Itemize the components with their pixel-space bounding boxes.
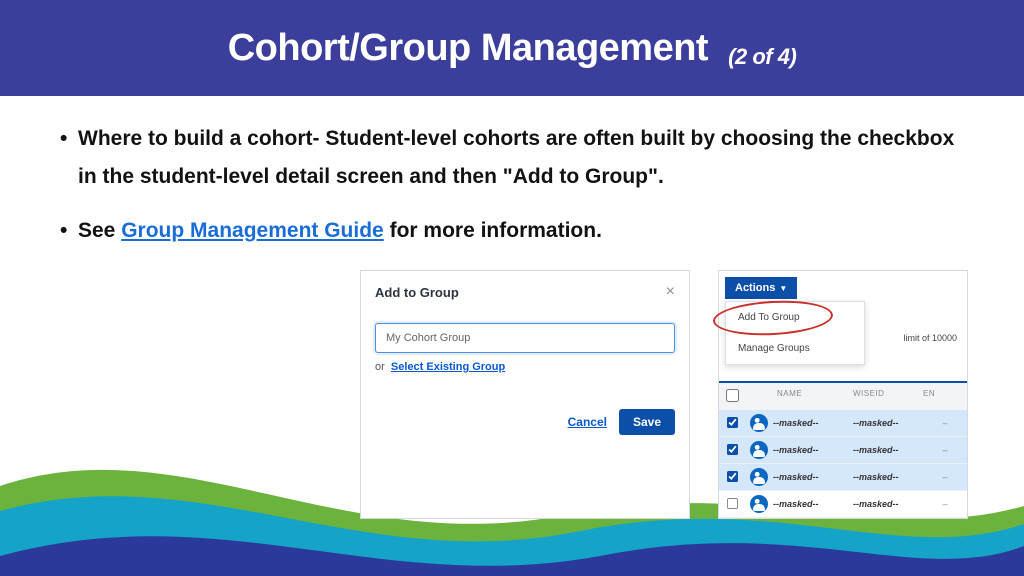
actions-button[interactable]: Actions ▼ <box>725 277 797 299</box>
bullet-2-suffix: for more information. <box>390 219 602 242</box>
table-row: --masked----masked--– <box>719 410 967 437</box>
or-text: or <box>375 361 385 373</box>
row-checkbox[interactable] <box>726 443 737 454</box>
slide-body: Where to build a cohort- Student-level c… <box>0 96 1024 249</box>
cell-name: --masked-- <box>773 499 853 509</box>
cancel-button[interactable]: Cancel <box>568 415 607 429</box>
bullet-1: Where to build a cohort- Student-level c… <box>60 120 964 196</box>
chevron-down-icon: ▼ <box>779 284 787 293</box>
group-name-input[interactable] <box>375 323 675 353</box>
cell-wiseid: --masked-- <box>853 499 923 509</box>
save-button[interactable]: Save <box>619 409 675 435</box>
row-checkbox[interactable] <box>726 470 737 481</box>
limit-text: limit of 10000 <box>903 333 957 343</box>
add-to-group-modal: Add to Group × or Select Existing Group … <box>360 270 690 519</box>
slide-subtitle: (2 of 4) <box>728 44 796 69</box>
bullet-1-text: Where to build a cohort- Student-level c… <box>78 127 954 188</box>
student-table-screenshot: Actions ▼ Add To Group Manage Groups lim… <box>718 270 968 519</box>
cell-en: – <box>923 499 967 509</box>
cell-name: --masked-- <box>773 445 853 455</box>
cell-en: – <box>923 418 967 428</box>
cell-name: --masked-- <box>773 472 853 482</box>
cell-wiseid: --masked-- <box>853 418 923 428</box>
avatar-icon <box>750 414 768 432</box>
select-existing-link[interactable]: Select Existing Group <box>391 361 505 373</box>
slide-header: Cohort/Group Management (2 of 4) <box>0 0 1024 96</box>
dropdown-add-to-group[interactable]: Add To Group <box>726 302 864 333</box>
bullet-2: See Group Management Guide for more info… <box>60 212 964 250</box>
col-wiseid: WISEID <box>853 389 923 404</box>
guide-link[interactable]: Group Management Guide <box>121 219 384 242</box>
table-row: --masked----masked--– <box>719 464 967 491</box>
slide-title: Cohort/Group Management <box>228 27 708 69</box>
col-en: EN <box>923 389 967 404</box>
table-row: --masked----masked--– <box>719 437 967 464</box>
row-checkbox[interactable] <box>726 416 737 427</box>
cell-name: --masked-- <box>773 418 853 428</box>
dropdown-manage-groups[interactable]: Manage Groups <box>726 333 864 364</box>
col-name: NAME <box>773 389 853 404</box>
avatar-icon <box>750 495 768 513</box>
modal-title: Add to Group <box>375 285 459 300</box>
table-body: --masked----masked--–--masked----masked-… <box>719 410 967 518</box>
actions-dropdown: Add To Group Manage Groups <box>725 301 865 365</box>
avatar-icon <box>750 468 768 486</box>
bullet-2-prefix: See <box>78 219 121 242</box>
cell-wiseid: --masked-- <box>853 445 923 455</box>
cell-en: – <box>923 472 967 482</box>
row-checkbox[interactable] <box>726 497 737 508</box>
close-icon[interactable]: × <box>666 283 675 301</box>
select-all-checkbox[interactable] <box>726 389 739 402</box>
actions-label: Actions <box>735 282 775 294</box>
cell-en: – <box>923 445 967 455</box>
cell-wiseid: --masked-- <box>853 472 923 482</box>
avatar-icon <box>750 441 768 459</box>
table-header: NAME WISEID EN <box>719 381 967 410</box>
table-row: --masked----masked--– <box>719 491 967 518</box>
